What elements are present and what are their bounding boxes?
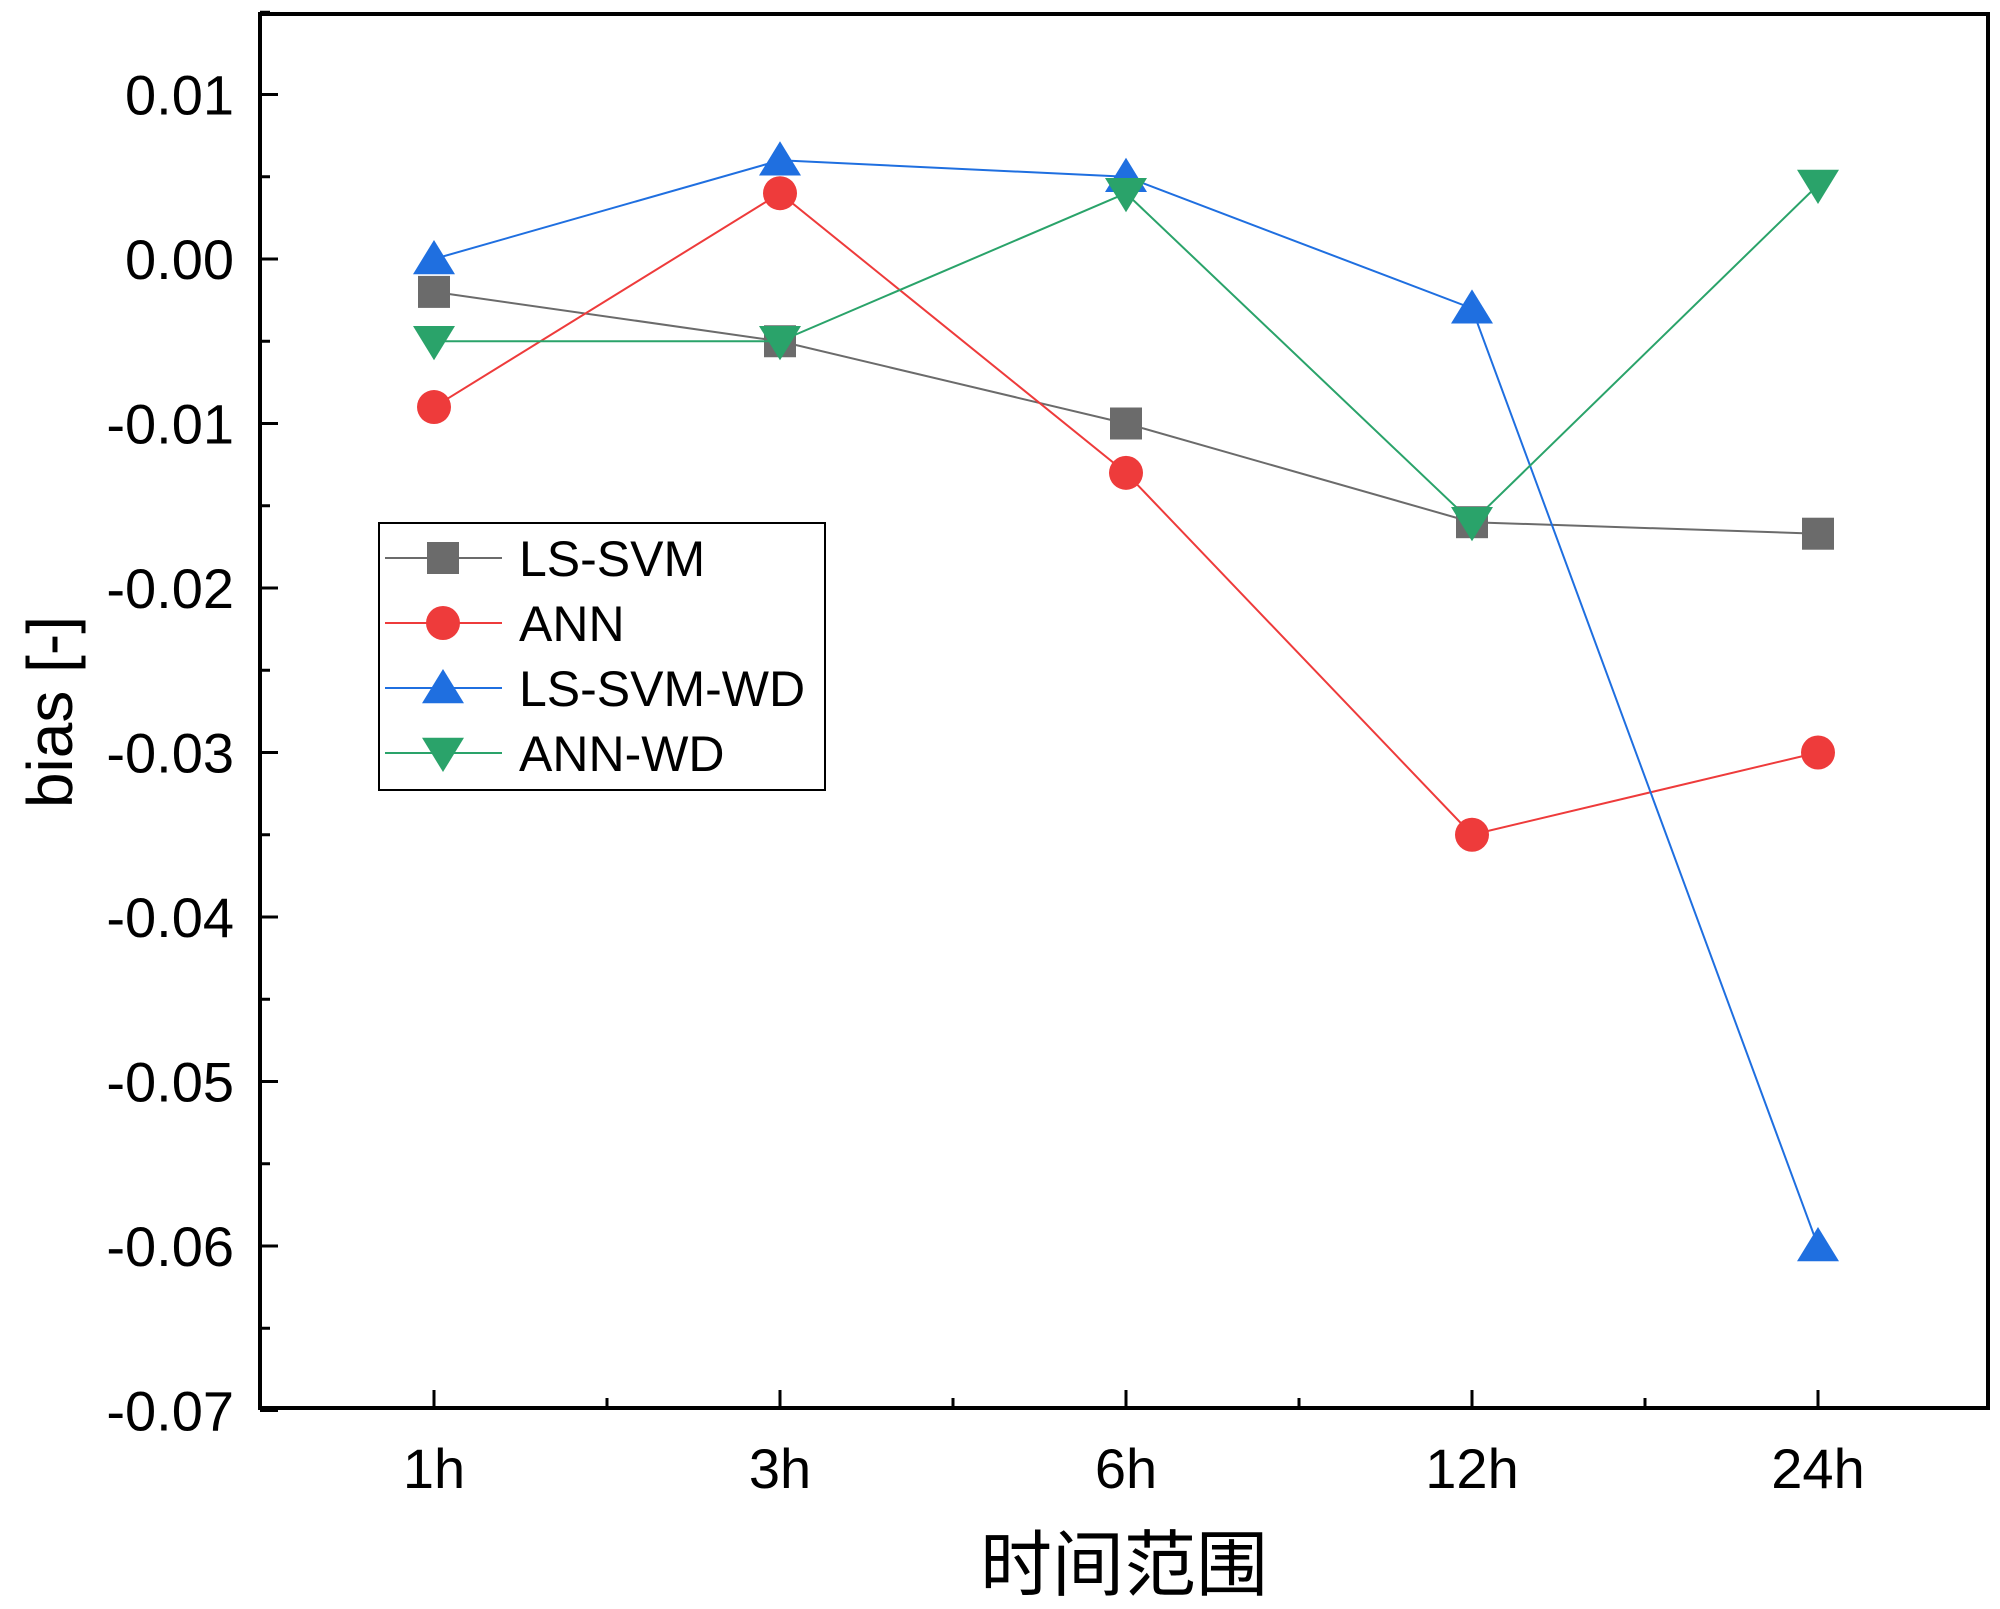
data-point-ls-svm-wd <box>759 141 801 176</box>
data-point-ann <box>1109 455 1143 490</box>
legend-label: LS-SVM <box>519 531 705 587</box>
data-point-ls-svm <box>1802 517 1834 550</box>
y-tick-label: -0.02 <box>106 557 234 620</box>
legend-item-ann-wd: ANN-WD <box>385 726 725 782</box>
data-point-ann <box>1801 735 1835 770</box>
legend-item-ls-svm: LS-SVM <box>385 531 705 587</box>
x-tick-label: 6h <box>1095 1437 1157 1500</box>
legend-marker <box>427 542 459 574</box>
data-point-ann <box>1455 817 1489 852</box>
y-tick-label: -0.04 <box>106 886 234 949</box>
data-point-ls-svm-wd <box>413 240 455 275</box>
legend: LS-SVM ANN LS-SVM-WD ANN-WD <box>378 522 826 791</box>
y-tick-label: -0.03 <box>106 722 234 785</box>
data-point-ann-wd <box>413 326 455 361</box>
legend-label: ANN-WD <box>519 726 725 782</box>
x-tick-label: 12h <box>1425 1437 1518 1500</box>
series-ann-wd <box>413 169 1839 542</box>
y-tick-label: -0.05 <box>106 1051 234 1114</box>
x-tick-label: 1h <box>403 1437 465 1500</box>
data-point-ls-svm <box>418 275 450 308</box>
data-point-ls-svm <box>1110 407 1142 440</box>
legend-label: LS-SVM-WD <box>519 661 805 717</box>
y-axis-ticks: 0.01 0.00 -0.01 -0.02 -0.03 -0.04 -0.05 -0.06 -0… <box>106 10 278 1443</box>
y-tick-label: 0.00 <box>125 228 234 291</box>
legend-marker <box>422 737 464 772</box>
legend-item-ls-svm-wd: LS-SVM-WD <box>385 661 805 717</box>
series-layer <box>413 141 1839 1262</box>
data-point-ls-svm-wd <box>1451 289 1493 324</box>
y-tick-label: 0.01 <box>125 64 234 127</box>
legend-label: ANN <box>519 596 625 652</box>
data-point-ann-wd <box>759 326 801 361</box>
data-point-ann-wd <box>1451 507 1493 542</box>
series-ls-svm-wd <box>413 141 1839 1262</box>
x-axis-title: 时间范围 <box>980 1523 1268 1607</box>
y-tick-label: -0.07 <box>106 1380 234 1443</box>
legend-item-ann: ANN <box>385 596 625 652</box>
x-tick-label: 3h <box>749 1437 811 1500</box>
y-tick-label: -0.01 <box>106 393 234 456</box>
legend-marker <box>422 669 464 704</box>
y-axis-title: bias [-] <box>14 616 86 808</box>
data-point-ann <box>763 176 797 211</box>
y-tick-label: -0.06 <box>106 1215 234 1278</box>
x-axis-ticks: 1h 3h 6h 12h 24h <box>403 1390 1865 1500</box>
series-ann <box>417 176 1835 852</box>
data-point-ann-wd <box>1797 169 1839 204</box>
data-point-ann-wd <box>1105 178 1147 213</box>
legend-marker <box>426 606 460 640</box>
data-point-ls-svm-wd <box>1797 1227 1839 1262</box>
data-point-ann <box>417 390 451 425</box>
x-tick-label: 24h <box>1771 1437 1864 1500</box>
